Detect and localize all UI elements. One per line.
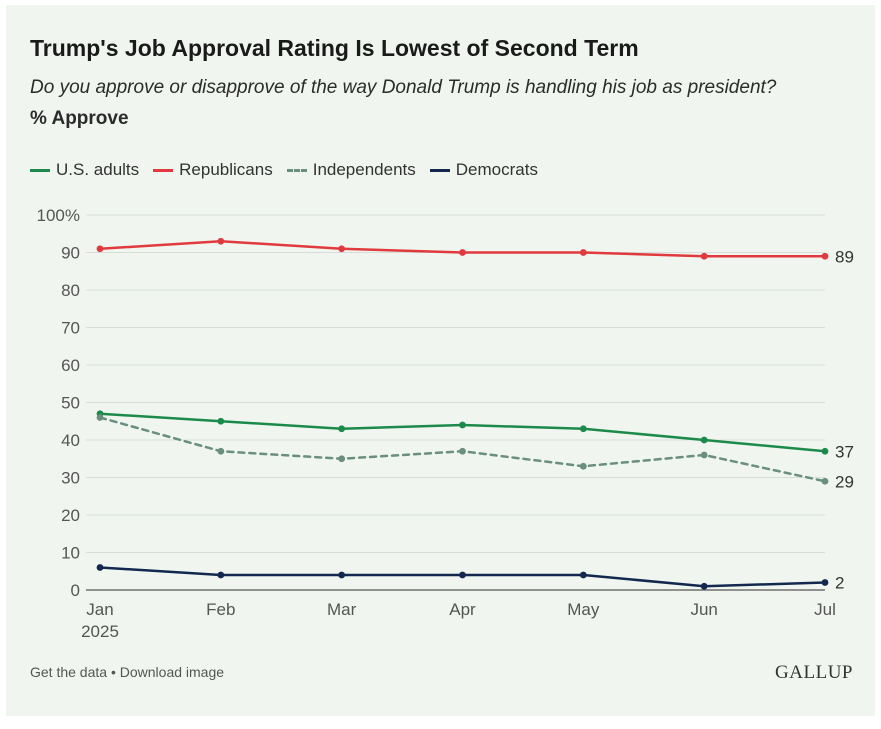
series-line-u-s-adults: [98, 412, 827, 453]
y-tick-label: 80: [61, 281, 80, 300]
data-point-republicans: [821, 252, 829, 260]
y-tick-label: 40: [61, 431, 80, 450]
y-tick-label: 10: [61, 544, 80, 563]
chart-subtitle: Do you approve or disapprove of the way …: [30, 77, 777, 98]
data-point-u-s-adults: [338, 425, 346, 433]
end-label-u-s-adults: 37: [835, 442, 854, 461]
legend-label-u-s-adults: U.S. adults: [56, 160, 140, 179]
data-point-independents: [459, 447, 466, 455]
data-point-democrats: [96, 564, 104, 571]
data-point-republicans: [700, 252, 708, 260]
end-label-republicans: 89: [835, 247, 854, 266]
data-point-u-s-adults: [821, 447, 829, 455]
y-tick-label: 70: [61, 319, 80, 338]
x-tick-label: Apr: [449, 600, 476, 619]
legend-swatch-democrats: [429, 168, 450, 172]
chart-legend: U.S. adults Republicans Independents Democr…: [30, 160, 552, 180]
chart-title: Trump's Job Approval Rating Is Lowest of…: [30, 35, 639, 61]
y-tick-label: 30: [61, 469, 80, 488]
data-point-democrats: [217, 571, 225, 579]
measure-label: % Approve: [30, 108, 129, 129]
legend-label-democrats: Democrats: [455, 160, 538, 179]
x-tick-label: May: [567, 600, 600, 619]
y-tick-label: 100%: [37, 206, 80, 225]
data-point-democrats: [459, 571, 466, 579]
legend-item-independents: Independents: [286, 160, 416, 180]
data-point-democrats: [579, 571, 587, 579]
data-point-independents: [579, 462, 587, 470]
x-tick-label: Feb: [206, 600, 235, 619]
legend-swatch-independents: [286, 168, 307, 172]
footer-separator: •: [107, 664, 120, 680]
legend-item-u-s-adults: U.S. adults: [30, 160, 139, 180]
legend-swatch-u-s-adults: [30, 168, 50, 172]
x-tick-label: Mar: [327, 600, 357, 619]
data-point-republicans: [217, 237, 225, 245]
data-point-republicans: [459, 249, 466, 256]
data-point-u-s-adults: [217, 417, 225, 425]
data-point-u-s-adults: [459, 421, 466, 429]
x-tick-label: Jun: [690, 600, 717, 619]
end-label-independents: 29: [835, 472, 854, 491]
data-point-republicans: [579, 249, 587, 256]
legend-label-independents: Independents: [312, 160, 416, 179]
download-image-link[interactable]: Download image: [119, 664, 225, 680]
y-tick-label: 90: [61, 244, 80, 263]
data-point-republicans: [338, 245, 346, 253]
data-point-u-s-adults: [700, 436, 708, 444]
get-data-link[interactable]: Get the data: [30, 664, 108, 680]
chart-card: Trump's Job Approval Rating Is Lowest of…: [6, 5, 875, 716]
data-point-democrats: [700, 582, 708, 590]
data-point-independents: [700, 451, 708, 459]
legend-item-democrats: Democrats: [429, 160, 538, 180]
x-tick-label: Jul: [814, 600, 836, 619]
data-point-independents: [217, 447, 225, 455]
data-point-democrats: [338, 571, 346, 579]
data-point-republicans: [96, 245, 104, 253]
legend-label-republicans: Republicans: [179, 160, 273, 179]
end-label-democrats: 2: [835, 574, 844, 593]
line-chart: 0 10 20 30 40 50 60 70 80 90 100% Jan 2025 Feb Mar Apr M…: [37, 206, 854, 641]
gallup-logo: GALLUP: [775, 662, 853, 683]
data-point-independents: [338, 455, 346, 463]
data-point-democrats: [821, 579, 829, 586]
data-point-u-s-adults: [579, 425, 587, 433]
legend-swatch-republicans: [153, 168, 174, 172]
y-tick-label: 20: [61, 506, 80, 525]
y-tick-label: 50: [61, 394, 80, 413]
x-tick-label: Jan: [86, 600, 113, 619]
y-tick-label: 0: [71, 581, 80, 600]
chart-footer: Get the data • Download image: [30, 664, 224, 680]
data-point-independents: [96, 414, 104, 421]
data-point-independents: [821, 477, 829, 485]
y-tick-label: 60: [61, 356, 80, 375]
x-tick-sublabel: 2025: [81, 622, 119, 641]
legend-item-republicans: Republicans: [153, 160, 273, 180]
